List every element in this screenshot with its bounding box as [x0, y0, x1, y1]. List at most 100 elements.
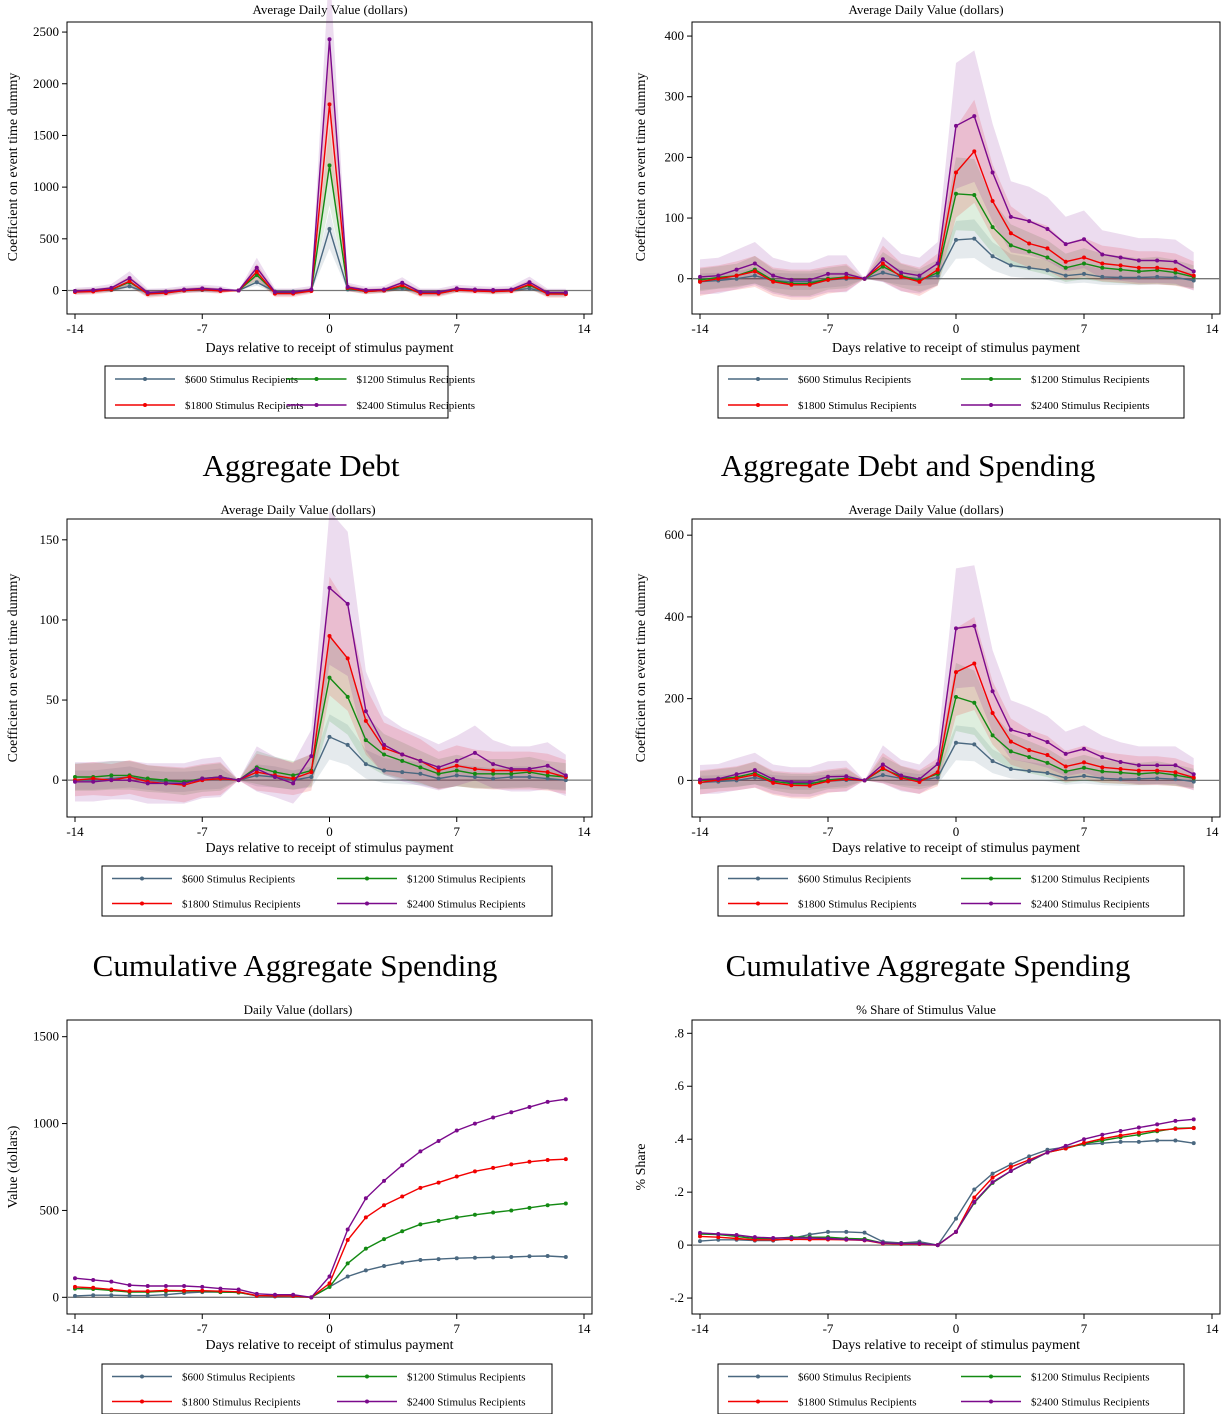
- panel-1-legend-marker-1800: [143, 403, 147, 407]
- panel-3-point-2400: [491, 762, 496, 767]
- panel-5-point-2400: [309, 1295, 314, 1300]
- panel-2-xlabel: Days relative to receipt of stimulus pay…: [832, 341, 1080, 356]
- panel-6-ytick-label: -.2: [670, 1290, 684, 1305]
- panel-4-legend-label-2400: $2400 Stimulus Recipients: [1031, 899, 1150, 911]
- panel-4-xtick-label: 7: [1081, 824, 1088, 839]
- panel-1-point-2400: [236, 288, 241, 293]
- panel-3-ytick-label: 0: [53, 772, 60, 787]
- panel-4-point-2400: [1027, 733, 1032, 738]
- panel-6-point-2400: [1136, 1125, 1141, 1130]
- panel-4-point-600: [1082, 773, 1086, 778]
- panel-3-title: Average Daily Value (dollars): [220, 502, 375, 517]
- panel-3-point-1200: [109, 773, 114, 778]
- panel-2-point-2400: [1136, 258, 1141, 263]
- panel-1-point-2400: [563, 290, 568, 295]
- panel-2-point-600: [1045, 268, 1050, 273]
- panel-2-point-600: [734, 276, 739, 281]
- panel-4-ci-band-2400: [700, 565, 1194, 797]
- panel-3-point-1800: [127, 774, 132, 779]
- panel-2-point-2400: [1118, 255, 1123, 260]
- panel-5-ytick-label: 1000: [33, 1116, 59, 1131]
- panel-2-point-600: [1191, 278, 1196, 283]
- panel-5-point-2400: [472, 1121, 477, 1126]
- panel-5-point-1800: [327, 1281, 332, 1286]
- panel-3-legend-label-600: $600 Stimulus Recipients: [182, 874, 295, 886]
- panel-4-point-1800: [752, 772, 757, 777]
- panel-3-point-2400: [272, 774, 277, 779]
- panel-5-point-1800: [73, 1284, 77, 1289]
- panel-4-point-1800: [1100, 765, 1105, 770]
- panel-6-ytick-label: .6: [674, 1078, 684, 1093]
- panel-4-point-2400: [807, 780, 812, 785]
- panel-4-point-2400: [917, 777, 922, 782]
- panel-2-point-1200: [972, 192, 977, 197]
- panel-3-point-600: [491, 776, 496, 781]
- panel-6-point-2400: [954, 1229, 958, 1234]
- panel-5-ytick-label: 1500: [33, 1029, 59, 1044]
- panel-6-point-2400: [1027, 1159, 1032, 1164]
- panel-6-point-600: [1136, 1139, 1141, 1144]
- panel-6-xtick-label: 14: [1206, 1321, 1220, 1336]
- panel-1-point-2400: [491, 287, 496, 292]
- panel-1-xtick-label: -7: [197, 321, 208, 336]
- panel-5-point-1800: [127, 1289, 132, 1294]
- panel-4-series-line-1200: [699, 696, 1194, 785]
- panel-2-title: Average Daily Value (dollars): [848, 2, 1003, 17]
- panel-5: Daily Value (dollars) 0 500 1000 1500 -14 -7 0 7…: [6, 1002, 593, 1414]
- panel-4-point-1800: [1136, 768, 1141, 773]
- panel-3-point-2400: [454, 758, 459, 763]
- panel-1-ci-band-1200: [75, 125, 566, 297]
- panel-1-point-2400: [218, 287, 223, 292]
- panel-2-point-600: [972, 236, 977, 241]
- panel-6-point-600: [826, 1229, 830, 1234]
- panel-5-point-1800: [91, 1285, 96, 1290]
- panel-4-point-1800: [1173, 770, 1178, 775]
- panel-4-point-1800: [771, 780, 776, 785]
- panel-2-point-2400: [1045, 226, 1050, 231]
- panel-5-point-2400: [127, 1283, 132, 1288]
- panel-3-point-2400: [236, 778, 241, 783]
- panel-5-legend-label-600: $600 Stimulus Recipients: [182, 1372, 295, 1384]
- panel-5-point-2400: [418, 1149, 423, 1154]
- panel-2-point-2400: [1027, 219, 1032, 224]
- panel-4-point-1800: [954, 670, 958, 675]
- panel-2-xtick-label: -14: [691, 321, 709, 336]
- panel-6-point-1800: [1082, 1140, 1086, 1145]
- panel-6-point-2400: [771, 1235, 776, 1240]
- panel-5-point-2400: [563, 1097, 568, 1102]
- panel-5-point-1200: [527, 1205, 532, 1210]
- panel-3-point-1200: [382, 752, 387, 757]
- panel-3-point-600: [254, 773, 259, 778]
- panel-5-ylabel: Value (dollars): [6, 1125, 21, 1208]
- panel-3-ytick-label: 50: [46, 692, 59, 707]
- panel-5-series-line-2400: [74, 1098, 566, 1299]
- panel-5-point-2400: [163, 1284, 168, 1289]
- panel-2-legend-marker-1200: [989, 377, 993, 381]
- panel-2-point-1200: [1173, 270, 1178, 275]
- panel-1-point-2400: [109, 285, 114, 290]
- panel-6-point-2400: [1082, 1137, 1086, 1142]
- panel-4-legend-marker-1200: [989, 876, 993, 881]
- panel-6-ytick-label: 0: [678, 1237, 685, 1252]
- panel-6-xtick-label: -14: [691, 1321, 709, 1336]
- panel-5-point-600: [563, 1255, 568, 1260]
- panel-3-point-2400: [400, 752, 405, 757]
- panel-2-point-2400: [917, 273, 922, 278]
- panel-4-ytick-label: 200: [665, 691, 685, 706]
- panel-4-point-1800: [1045, 753, 1050, 758]
- panel-2-point-1800: [1063, 259, 1068, 264]
- panel-6-ytick-label: .2: [674, 1184, 684, 1199]
- panel-4-point-1800: [698, 780, 702, 785]
- panel-6-point-600: [1027, 1154, 1032, 1159]
- panel-1-xtick-label: 0: [326, 321, 333, 336]
- panel-5-legend: [101, 1363, 553, 1414]
- panel-6-point-2400: [972, 1199, 977, 1204]
- panel-2-legend: [717, 365, 1185, 419]
- panel-5-ytick-label: 0: [53, 1289, 60, 1304]
- panel-3-point-600: [400, 770, 405, 775]
- panel-2-point-1800: [807, 282, 812, 287]
- panel-2-point-1800: [1191, 273, 1196, 278]
- panel-2-point-2400: [880, 257, 885, 262]
- panel-4-point-600: [1027, 768, 1032, 773]
- panel-6-point-2400: [1173, 1118, 1178, 1123]
